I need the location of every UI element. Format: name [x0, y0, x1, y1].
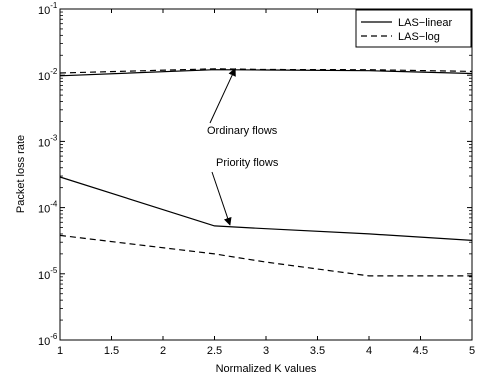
series-line-las-log-ordinary-flows [59, 68, 473, 74]
legend-box [355, 9, 472, 48]
x-tick-label: 5 [469, 345, 475, 357]
y-tick-label: 10-3 [38, 133, 58, 149]
x-tick-label: 2 [160, 345, 166, 357]
annotation-arrow [209, 67, 236, 124]
x-tick-label: 3 [263, 345, 269, 357]
y-tick-label: 10-2 [38, 67, 58, 83]
plot-area [59, 8, 473, 341]
y-axis-label: Packet loss rate [15, 135, 27, 213]
x-tick-label: 4 [366, 345, 372, 357]
y-tick-label: 10-5 [38, 266, 58, 282]
legend-label: LAS−log [398, 31, 440, 43]
legend: LAS−linear LAS−log [355, 9, 472, 48]
x-axis-label: Normalized K values [216, 363, 317, 375]
annotation-label: Priority flows [216, 157, 279, 169]
series-line-las-log-priority-flows [59, 234, 472, 277]
y-tick-label: 10-4 [38, 200, 58, 216]
series-line-las-linear-ordinary-flows [59, 69, 473, 77]
y-tick-label: 10-6 [38, 332, 58, 348]
y-tick-label: 10-1 [38, 1, 58, 17]
x-tick-label: 1 [57, 345, 63, 357]
annotation-arrow [211, 171, 232, 226]
x-tick-label: 3.5 [310, 345, 325, 357]
annotation-label: Ordinary flows [207, 125, 278, 137]
x-axis-ticks: 1 1.5 2 2.5 3 3.5 4 4.5 5 [57, 9, 475, 357]
x-tick-label: 1.5 [104, 345, 119, 357]
series-layer [59, 68, 473, 277]
x-tick-label: 4.5 [413, 345, 428, 357]
legend-label: LAS−linear [398, 17, 452, 29]
series-line-las-linear-priority-flows [59, 176, 473, 241]
y-axis-ticks: 10-6 10-5 10-4 10-3 10-2 10-1 [38, 1, 472, 348]
annotations: Ordinary flows Priority flows [207, 67, 279, 226]
x-tick-label: 2.5 [207, 345, 222, 357]
